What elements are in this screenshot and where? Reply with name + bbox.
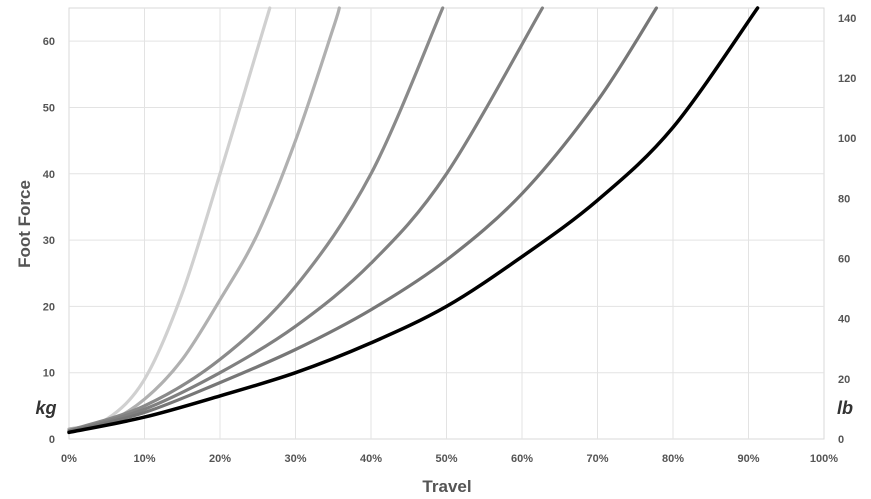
x-tick-label: 20% [209, 453, 231, 465]
y-axis-title: Foot Force [15, 180, 34, 268]
x-tick-label: 10% [133, 453, 155, 465]
y-left-tick-label: 40 [43, 169, 55, 181]
series-line-2 [67, 6, 341, 431]
y-right-tick-label: 20 [838, 374, 850, 386]
x-tick-label: 90% [737, 453, 759, 465]
y-right-tick-label: 120 [838, 73, 856, 85]
x-tick-label: 70% [586, 453, 608, 465]
y-left-tick-labels: 0 10 20 30 40 50 60 [43, 36, 55, 446]
x-tick-label: 80% [662, 453, 684, 465]
series-line-1 [67, 6, 272, 431]
y-left-tick-label: 60 [43, 36, 55, 48]
y-right-tick-label: 60 [838, 254, 850, 266]
x-tick-label: 0% [61, 453, 77, 465]
x-tick-label: 60% [511, 453, 533, 465]
y-right-tick-label: 100 [838, 133, 856, 145]
y-left-tick-label: 30 [43, 235, 55, 247]
series-line-3 [67, 6, 445, 432]
y-left-unit-label: kg [35, 398, 56, 418]
x-tick-label: 50% [435, 453, 457, 465]
y-left-tick-label: 50 [43, 102, 55, 114]
y-right-tick-label: 0 [838, 434, 844, 446]
y-left-tick-label: 0 [49, 434, 55, 446]
y-left-tick-label: 10 [43, 368, 55, 380]
series-line-4 [67, 6, 544, 433]
y-right-tick-label: 140 [838, 13, 856, 25]
grid [68, 7, 825, 440]
series-line-6 [67, 6, 760, 435]
x-tick-label: 30% [284, 453, 306, 465]
x-tick-label: 40% [360, 453, 382, 465]
x-tick-labels: 0% 10% 20% 30% 40% 50% 60% 70% 80% 90% 100% [61, 453, 838, 465]
x-tick-label: 100% [810, 453, 838, 465]
y-right-tick-label: 80 [838, 193, 850, 205]
y-right-tick-label: 40 [838, 314, 850, 326]
y-left-tick-label: 20 [43, 301, 55, 313]
series-line-5 [67, 6, 658, 434]
y-right-tick-labels: 0 20 40 60 80 100 120 140 [838, 13, 856, 446]
x-axis-title: Travel [422, 477, 471, 496]
y-right-unit-label: lb [837, 398, 853, 418]
series-group [67, 6, 760, 435]
